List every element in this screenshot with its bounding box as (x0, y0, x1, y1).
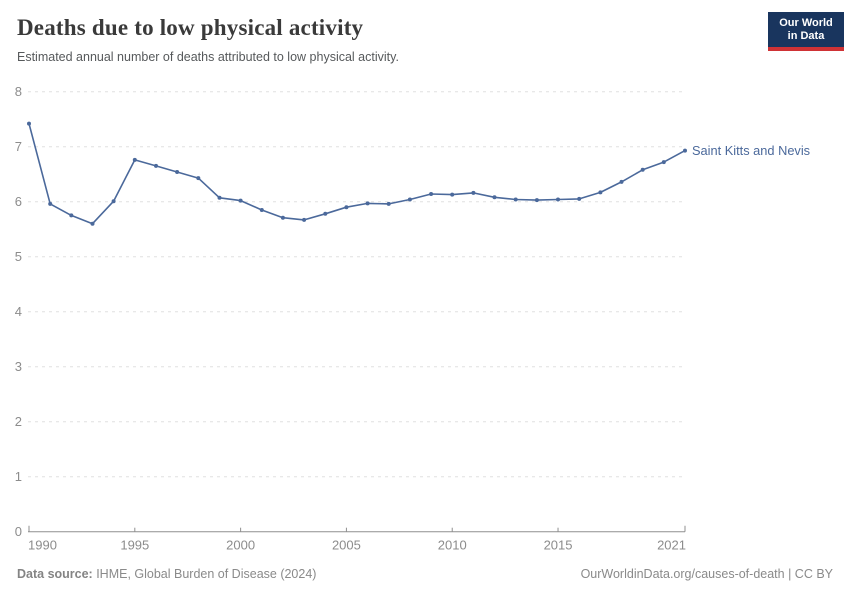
x-axis-tick-label: 1995 (120, 538, 149, 553)
data-source-label: Data source: (17, 567, 93, 581)
data-point[interactable] (471, 190, 476, 195)
data-point[interactable] (132, 157, 137, 162)
x-axis-tick-label: 1990 (28, 538, 57, 553)
data-point[interactable] (154, 163, 158, 168)
owid-logo-line1: Our World (779, 17, 833, 29)
x-axis-tick-label: 2005 (332, 538, 361, 553)
data-point[interactable] (450, 192, 455, 197)
data-point[interactable] (577, 196, 582, 201)
chart-footer: Data source: IHME, Global Burden of Dise… (17, 567, 833, 582)
x-axis-tick-label: 2010 (438, 538, 467, 553)
y-axis-tick-label: 7 (15, 139, 22, 154)
data-point[interactable] (640, 167, 645, 172)
data-point[interactable] (90, 221, 95, 226)
data-point[interactable] (323, 211, 328, 216)
owid-logo-line2: in Data (787, 29, 825, 42)
page-title: Deaths due to low physical activity (17, 15, 364, 40)
y-axis-tick-label: 6 (15, 194, 22, 209)
chart-header: Deaths due to low physical activity Esti… (17, 14, 755, 65)
data-point[interactable] (429, 192, 434, 196)
chart-subtitle: Estimated annual number of deaths attrib… (17, 50, 399, 64)
y-axis-tick-label: 2 (15, 414, 22, 429)
data-source-text: IHME, Global Burden of Disease (2024) (92, 567, 317, 581)
y-axis-tick-label: 3 (15, 359, 22, 374)
data-point[interactable] (598, 190, 603, 195)
series-line-saint-kitts-and-nevis[interactable] (28, 122, 686, 225)
data-point[interactable] (661, 160, 666, 165)
data-point[interactable] (259, 208, 264, 212)
data-source: Data source: IHME, Global Burden of Dise… (17, 567, 316, 582)
data-point[interactable] (196, 176, 201, 181)
series-label[interactable]: Saint Kitts and Nevis (692, 143, 810, 158)
data-point[interactable] (69, 213, 74, 218)
data-point[interactable] (280, 215, 285, 220)
data-point[interactable] (513, 197, 518, 202)
data-point[interactable] (217, 195, 222, 200)
y-axis-tick-label: 8 (15, 84, 22, 99)
owid-logo[interactable]: Our World in Data (768, 12, 844, 51)
y-axis-tick-label: 5 (15, 249, 22, 264)
data-point[interactable] (407, 197, 412, 202)
data-point[interactable] (238, 198, 243, 203)
data-point[interactable] (556, 197, 560, 202)
data-point[interactable] (386, 201, 391, 206)
x-axis-tick-label: 2021 (657, 538, 686, 553)
y-axis-tick-label: 4 (15, 304, 22, 319)
x-axis-tick-label: 2015 (544, 538, 573, 553)
data-point[interactable] (111, 199, 116, 204)
data-point[interactable] (619, 179, 624, 184)
data-point[interactable] (175, 170, 180, 174)
x-axis-tick-label: 2000 (226, 538, 255, 553)
data-point[interactable] (344, 205, 349, 210)
data-point[interactable] (48, 201, 53, 206)
y-axis-tick-label: 0 (15, 524, 22, 539)
data-point[interactable] (302, 217, 307, 222)
data-point[interactable] (683, 148, 687, 153)
data-point[interactable] (27, 121, 31, 126)
data-point[interactable] (492, 195, 497, 200)
y-axis-tick-label: 1 (15, 469, 22, 484)
data-point[interactable] (534, 198, 539, 203)
data-point[interactable] (365, 201, 370, 206)
credit-link[interactable]: OurWorldinData.org/causes-of-death | CC … (580, 567, 833, 581)
